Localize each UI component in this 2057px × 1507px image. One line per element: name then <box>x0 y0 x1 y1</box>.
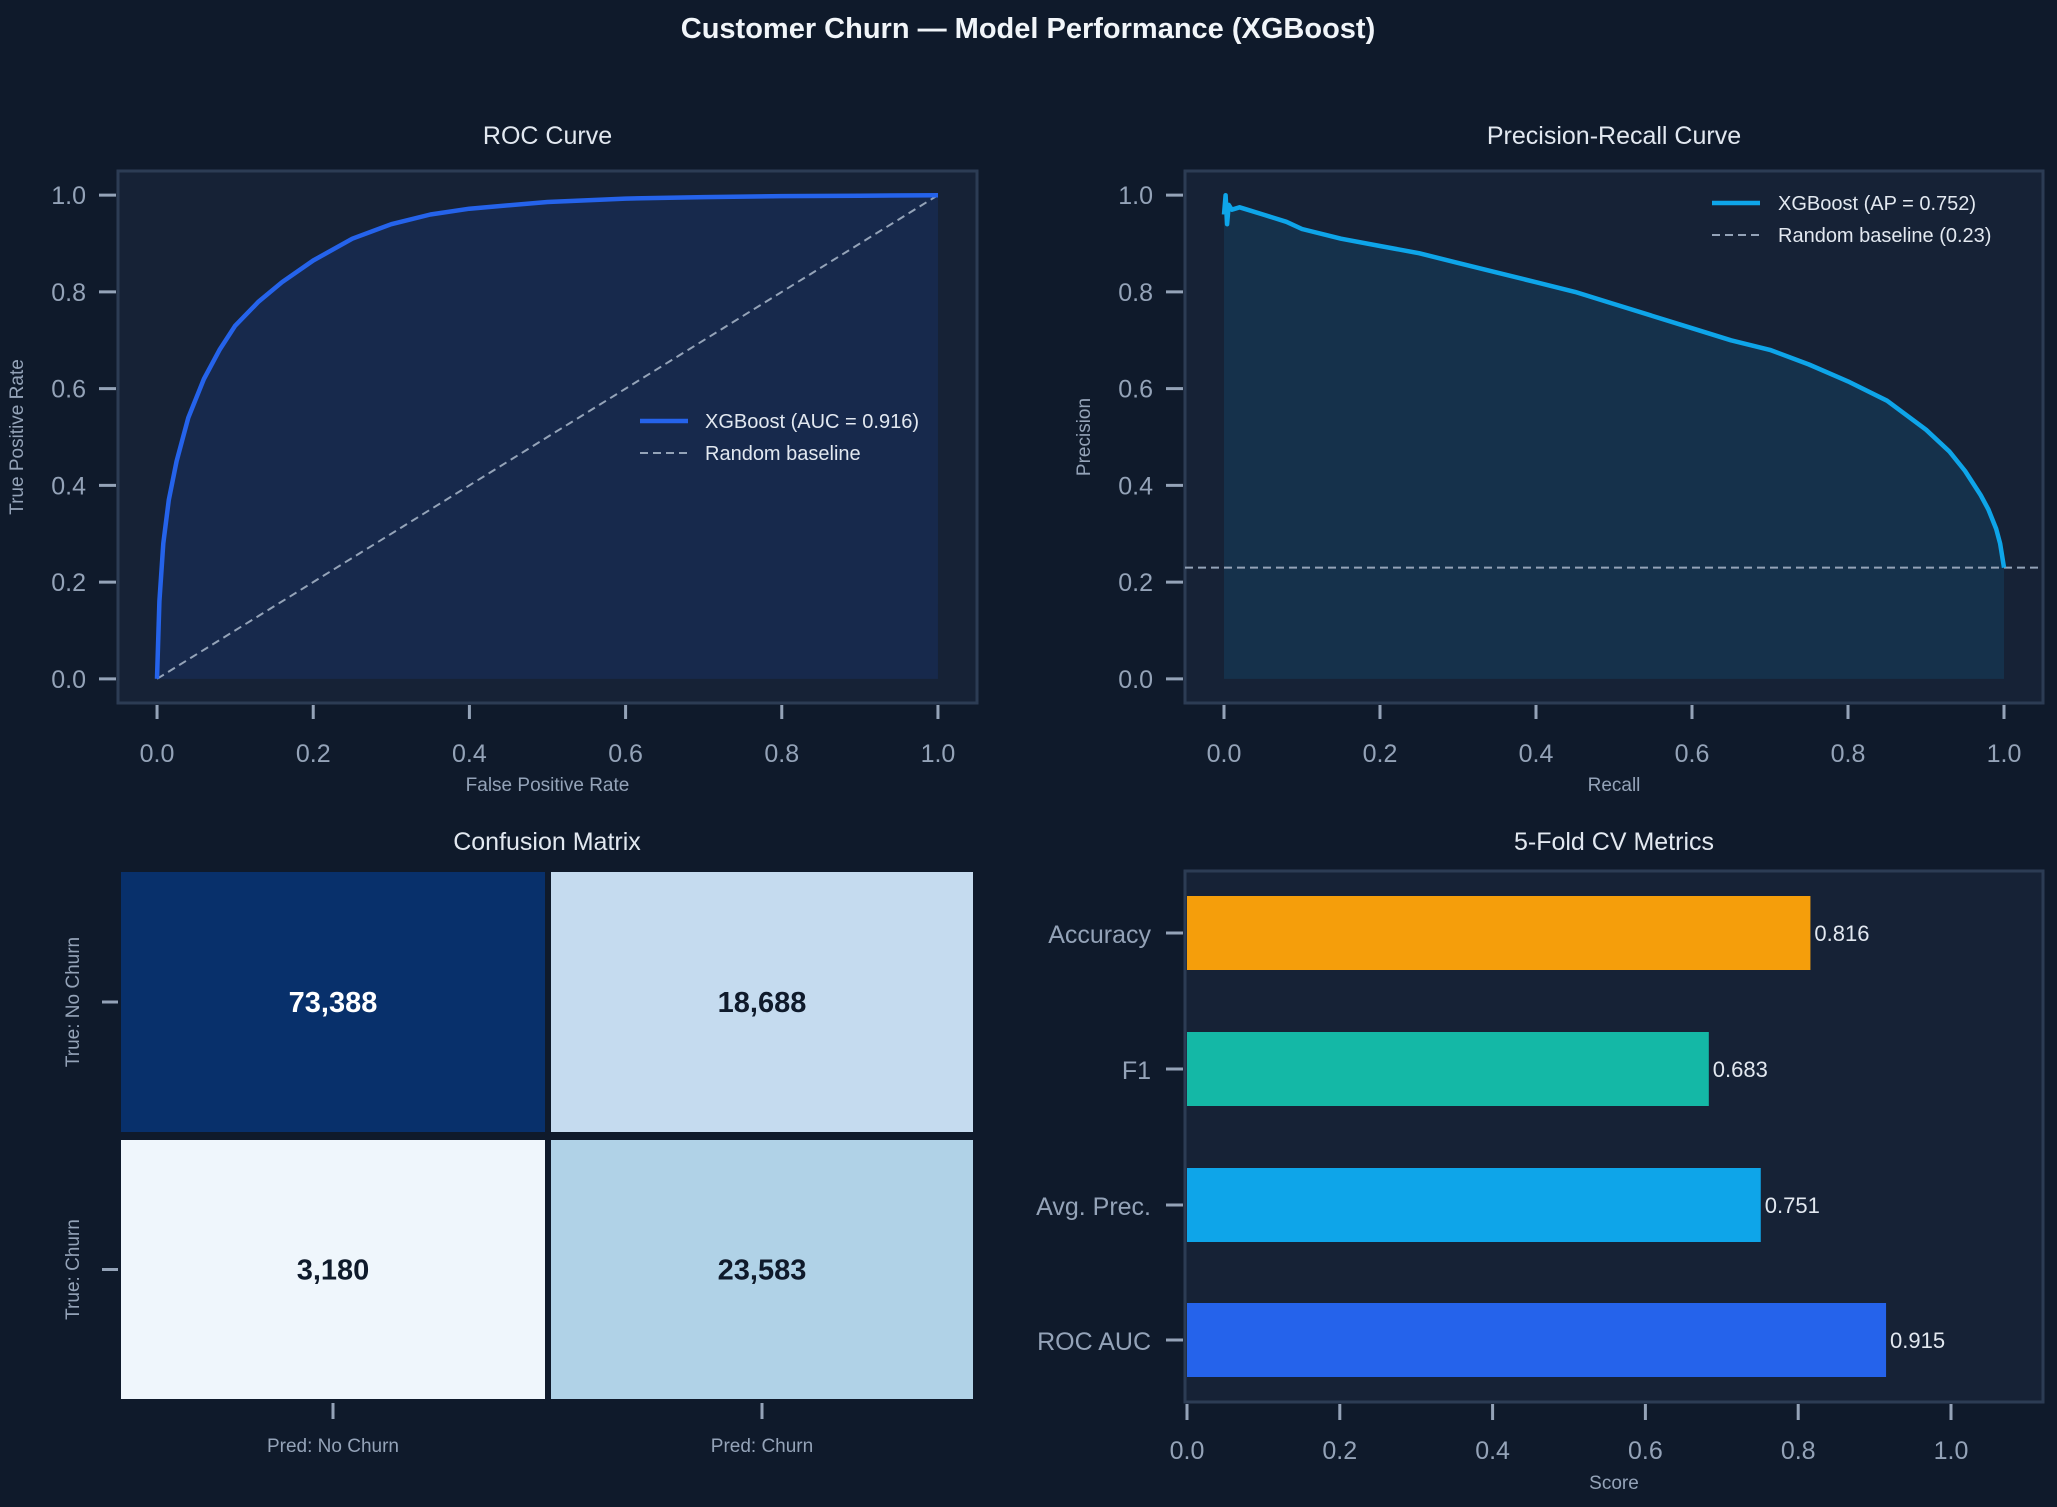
bar-value-label: 0.816 <box>1814 921 1869 946</box>
y-tick-label: 0.8 <box>1118 279 1153 307</box>
x-tick-label: 0.0 <box>1207 740 1242 768</box>
category-label: Accuracy <box>1048 921 1151 949</box>
row-label: True: No Churn <box>63 937 84 1067</box>
y-tick-label: 0.6 <box>51 376 86 404</box>
bar <box>1187 1032 1709 1106</box>
y-tick-label: 1.0 <box>1118 182 1153 210</box>
x-tick-label: 0.8 <box>764 740 799 768</box>
y-tick-label: 0.0 <box>1118 666 1153 694</box>
curve-fill <box>1224 195 2004 679</box>
x-tick-label: 0.8 <box>1781 1437 1816 1465</box>
bar-value-label: 0.751 <box>1765 1193 1820 1218</box>
cell-value: 18,688 <box>718 987 807 1019</box>
x-tick-label: 0.0 <box>1170 1437 1205 1465</box>
col-label: Pred: Churn <box>711 1436 813 1457</box>
baseline-line <box>156 194 939 680</box>
matrix-cell <box>551 872 973 1132</box>
plot-area <box>1183 169 2045 705</box>
x-tick-label: 0.6 <box>608 740 643 768</box>
x-tick-label: 0.4 <box>1475 1437 1510 1465</box>
figure-title: Customer Churn — Model Performance (XGBo… <box>681 13 1375 45</box>
bar <box>1187 1168 1761 1242</box>
roc-panel: ROC Curve 0.0 0.2 0.4 0.6 0.8 1.0 0.0 0.2 0.4 0.6 0… <box>7 122 979 796</box>
y-tick-label: 0.0 <box>51 666 86 694</box>
y-tick-label: 0.6 <box>1118 376 1153 404</box>
cell-value: 3,180 <box>297 1255 370 1287</box>
panel-title: 5-Fold CV Metrics <box>1514 828 1714 856</box>
x-axis-label: Recall <box>1588 775 1641 796</box>
y-tick-label: 0.4 <box>1118 472 1153 500</box>
x-tick-label: 0.2 <box>296 740 331 768</box>
y-tick-label: 0.8 <box>51 279 86 307</box>
legend-label-model: XGBoost (AP = 0.752) <box>1778 193 1976 215</box>
y-tick-label: 0.2 <box>1118 569 1153 597</box>
bar <box>1187 1303 1887 1377</box>
bar <box>1187 896 1811 970</box>
y-tick-label: 0.4 <box>51 472 86 500</box>
matrix-cell <box>121 872 545 1132</box>
matrix-cell <box>551 1140 973 1399</box>
row-label: True: Churn <box>63 1219 84 1320</box>
legend-label-model: XGBoost (AUC = 0.916) <box>705 411 919 433</box>
x-axis-label: False Positive Rate <box>466 775 630 796</box>
model-curve <box>154 192 939 679</box>
y-tick-label: 0.2 <box>51 569 86 597</box>
x-tick-label: 1.0 <box>921 740 956 768</box>
confusion-matrix-panel: Confusion Matrix 73,388 18,688 3,180 23,583 T… <box>63 828 973 1457</box>
x-axis-label: Score <box>1589 1473 1639 1494</box>
col-label: Pred: No Churn <box>267 1436 399 1457</box>
legend-label-baseline: Random baseline (0.23) <box>1778 225 1991 247</box>
panel-title: Confusion Matrix <box>453 828 641 856</box>
legend-label-baseline: Random baseline <box>705 443 861 465</box>
x-tick-label: 1.0 <box>1934 1437 1969 1465</box>
cv-metrics-panel: 5-Fold CV Metrics Accuracy 0.816 F1 0.683 Avg… <box>1036 828 2045 1494</box>
x-tick-label: 0.4 <box>452 740 487 768</box>
x-tick-label: 0.0 <box>140 740 175 768</box>
x-tick-label: 1.0 <box>1987 740 2022 768</box>
pr-panel: Precision-Recall Curve 0.0 0.2 0.4 0.6 0.8 1.0… <box>1074 122 2045 796</box>
bar-value-label: 0.683 <box>1713 1057 1768 1082</box>
x-tick-label: 0.8 <box>1831 740 1866 768</box>
category-label: F1 <box>1122 1057 1151 1085</box>
panel-title: ROC Curve <box>483 122 612 150</box>
cell-value: 73,388 <box>289 987 378 1019</box>
x-tick-label: 0.6 <box>1628 1437 1663 1465</box>
matrix-cell <box>121 1140 545 1399</box>
x-tick-label: 0.2 <box>1363 740 1398 768</box>
y-axis-label: True Positive Rate <box>7 359 28 515</box>
model-curve <box>1221 192 2007 568</box>
y-tick-label: 1.0 <box>51 182 86 210</box>
x-tick-label: 0.2 <box>1322 1437 1357 1465</box>
x-tick-label: 0.4 <box>1519 740 1554 768</box>
y-axis-label: Precision <box>1074 398 1095 476</box>
category-label: Avg. Prec. <box>1036 1193 1151 1221</box>
cell-value: 23,583 <box>718 1255 807 1287</box>
bar-value-label: 0.915 <box>1890 1328 1945 1353</box>
category-label: ROC AUC <box>1037 1328 1151 1356</box>
panel-title: Precision-Recall Curve <box>1487 122 1741 150</box>
x-tick-label: 0.6 <box>1675 740 1710 768</box>
